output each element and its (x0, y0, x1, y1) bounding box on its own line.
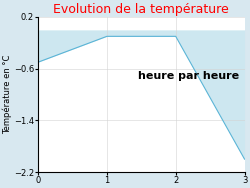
Text: heure par heure: heure par heure (138, 71, 239, 81)
Title: Evolution de la température: Evolution de la température (54, 3, 229, 16)
Y-axis label: Température en °C: Température en °C (3, 55, 12, 134)
